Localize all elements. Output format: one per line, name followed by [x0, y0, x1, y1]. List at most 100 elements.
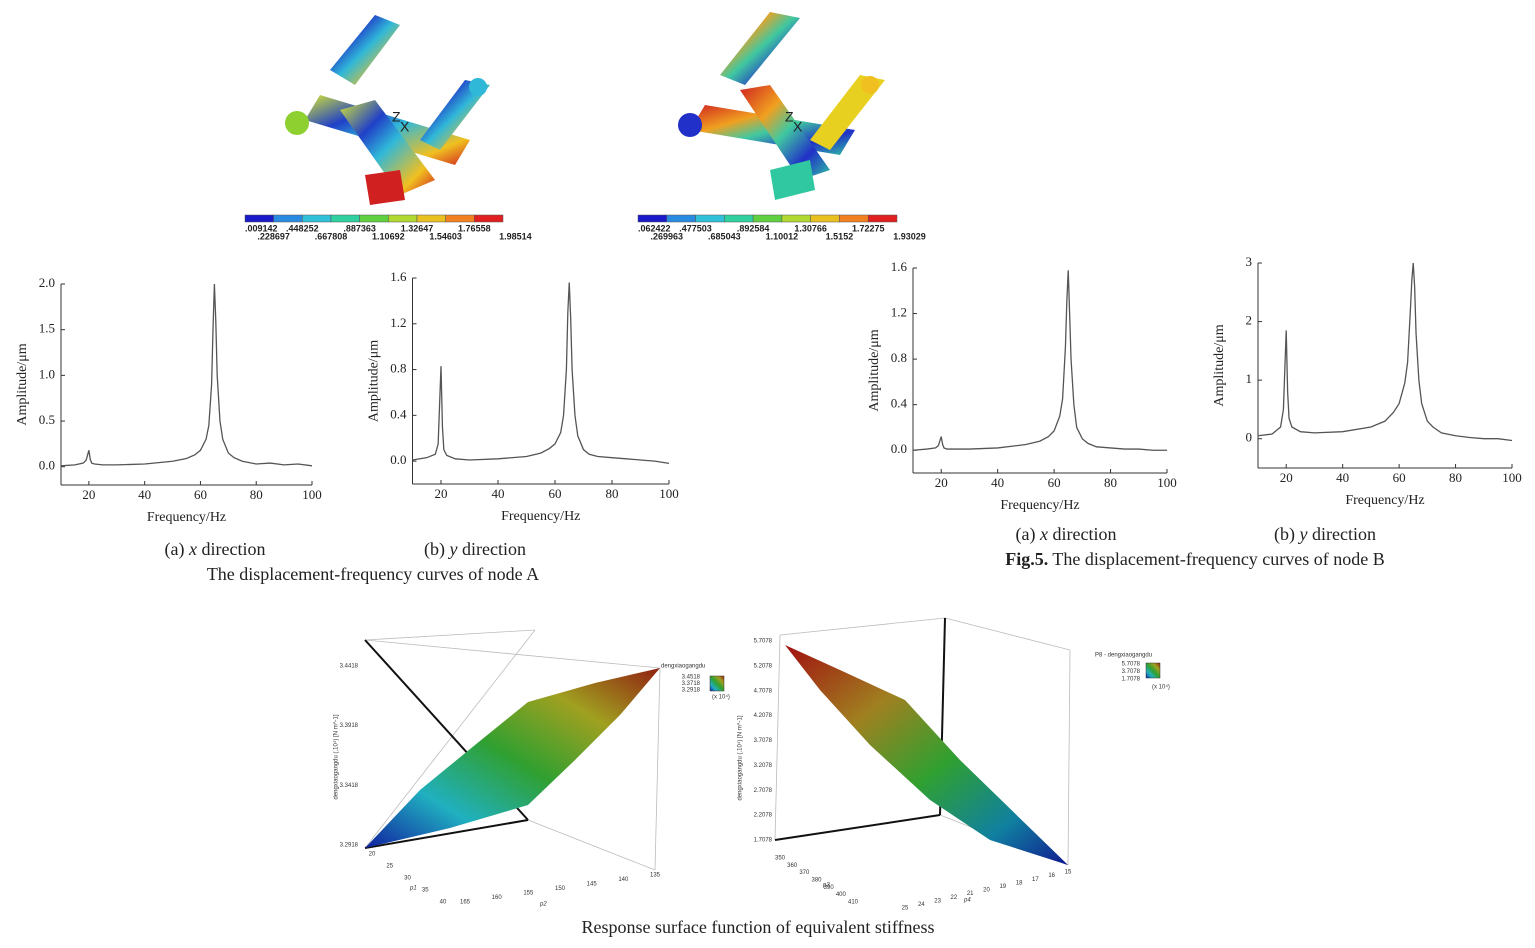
- x-tick-label: 40: [991, 475, 1004, 490]
- legend-unit: (x 10⁴): [712, 694, 730, 701]
- x-axis-label: p1: [409, 886, 417, 892]
- caption-node-a: The displacement-frequency curves of nod…: [207, 564, 539, 584]
- colorbar-swatch: [867, 214, 898, 223]
- x-tick-label: 40: [138, 487, 151, 502]
- x-tick-label: 30: [404, 876, 411, 882]
- colorbar-label: 1.76558: [458, 223, 491, 233]
- response-surface: [785, 645, 1068, 865]
- colorbar-swatch: [445, 214, 475, 223]
- colorbar-swatch: [839, 214, 869, 223]
- direction-word: direction: [462, 539, 526, 559]
- colorbar-label: 1.30766: [794, 223, 827, 233]
- fea-model-a: [285, 15, 490, 205]
- z-tick-label: 5.2078: [754, 663, 773, 669]
- y-axis-label: p2: [539, 902, 547, 908]
- x-tick-label: 360: [787, 863, 798, 869]
- colorbar-label: 1.93029: [893, 231, 926, 241]
- x-tick-label: 100: [1157, 475, 1177, 490]
- colorbar-label: .892584: [737, 223, 770, 233]
- legend-value: 5.7078: [1122, 662, 1141, 668]
- y-axis-label: p4: [963, 898, 971, 904]
- y-tick-label: 24: [918, 902, 925, 908]
- x-tick-label: 370: [799, 870, 810, 876]
- x-tick-label: 80: [1104, 475, 1117, 490]
- y-axis-label: Amplitude/μm: [867, 329, 882, 411]
- y-axis-label: Amplitude/μm: [367, 340, 382, 422]
- axis-triad-label: X: [793, 119, 803, 135]
- surface-box-edge: [364, 639, 661, 669]
- x-tick-label: 100: [659, 486, 679, 501]
- surface-box-edge: [1067, 649, 1071, 866]
- data-line: [60, 283, 313, 467]
- direction-axis: x: [188, 539, 197, 559]
- direction-word: direction: [202, 539, 266, 559]
- z-tick-label: 3.3918: [340, 723, 359, 729]
- legend-colorbar: [1145, 662, 1161, 679]
- y-tick-label: 1: [1246, 371, 1253, 386]
- direction-axis: x: [1039, 524, 1048, 544]
- data-line: [1257, 262, 1513, 442]
- surface-box-edge: [779, 617, 946, 636]
- x-tick-label: 40: [1336, 470, 1349, 485]
- x-axis-label: Frequency/Hz: [1345, 493, 1424, 508]
- x-tick-label: 60: [1048, 475, 1061, 490]
- panel-label: (b): [424, 539, 445, 560]
- surface-box-edge: [527, 819, 656, 871]
- y-tick-label: 140: [618, 877, 629, 883]
- colorbar-label: 1.54603: [429, 231, 462, 241]
- colorbar-label: 1.10012: [766, 231, 799, 241]
- y-tick-label: 25: [902, 906, 909, 912]
- legend-colorbar: [709, 675, 725, 692]
- direction-axis: y: [448, 539, 458, 559]
- y-tick-label: 3: [1246, 254, 1253, 269]
- z-tick-label: 3.3418: [340, 783, 359, 789]
- legend-title: P8 - dengxiaogangdu: [1095, 653, 1152, 659]
- colorbar-swatch: [273, 214, 303, 223]
- x-tick-label: 400: [836, 892, 847, 898]
- colorbar-swatch: [781, 214, 811, 223]
- figure-label: Fig.5.: [1005, 549, 1048, 569]
- y-tick-label: 145: [587, 882, 598, 888]
- y-tick-label: 17: [1032, 877, 1039, 883]
- x-tick-label: 25: [386, 864, 393, 870]
- colorbar-swatch: [388, 214, 418, 223]
- y-tick-label: 2.0: [39, 275, 55, 290]
- y-tick-label: 135: [650, 873, 661, 879]
- legend-title: dengxiaogangdu: [661, 664, 705, 670]
- y-tick-label: 0.0: [39, 458, 55, 473]
- legend-unit: (x 10⁴): [1152, 684, 1170, 691]
- axis-triad-label: Z: [392, 109, 401, 125]
- y-axis-label: Amplitude/μm: [1212, 324, 1227, 406]
- x-tick-label: 60: [549, 486, 562, 501]
- x-tick-label: 20: [82, 487, 95, 502]
- colorbar-swatch: [666, 214, 696, 223]
- y-tick-label: 0: [1246, 430, 1253, 445]
- colorbar-swatch: [474, 214, 504, 223]
- z-tick-label: 5.7078: [754, 639, 773, 645]
- x-tick-label: 100: [302, 487, 322, 502]
- colorbar-label: .448252: [286, 223, 319, 233]
- z-tick-label: 1.7078: [754, 838, 773, 844]
- z-tick-label: 4.7078: [754, 688, 773, 694]
- y-tick-label: 15: [1065, 870, 1072, 876]
- y-tick-label: 1.6: [390, 269, 407, 284]
- z-tick-label: 3.4418: [340, 664, 359, 670]
- x-tick-label: 60: [194, 487, 207, 502]
- z-tick-label: 2.2078: [754, 813, 773, 819]
- x-tick-label: 390: [824, 885, 835, 891]
- colorbar-label: .269963: [651, 231, 684, 241]
- colorbar-swatch: [810, 214, 840, 223]
- caption-surface: Response surface function of equivalent …: [581, 917, 934, 937]
- y-tick-label: 0.4: [390, 406, 407, 421]
- z-tick-label: 3.2918: [340, 843, 359, 849]
- x-tick-label: 60: [1393, 470, 1406, 485]
- y-tick-label: 1.0: [39, 366, 55, 381]
- y-tick-label: 155: [523, 891, 534, 897]
- colorbar-label: 1.32647: [401, 223, 434, 233]
- fea-model-b: [678, 12, 885, 200]
- y-tick-label: 165: [460, 900, 471, 906]
- y-tick-label: 1.2: [390, 315, 406, 330]
- y-tick-label: 18: [1016, 880, 1023, 886]
- panel-label: (a): [1016, 524, 1036, 545]
- surface-box-edge: [364, 629, 536, 849]
